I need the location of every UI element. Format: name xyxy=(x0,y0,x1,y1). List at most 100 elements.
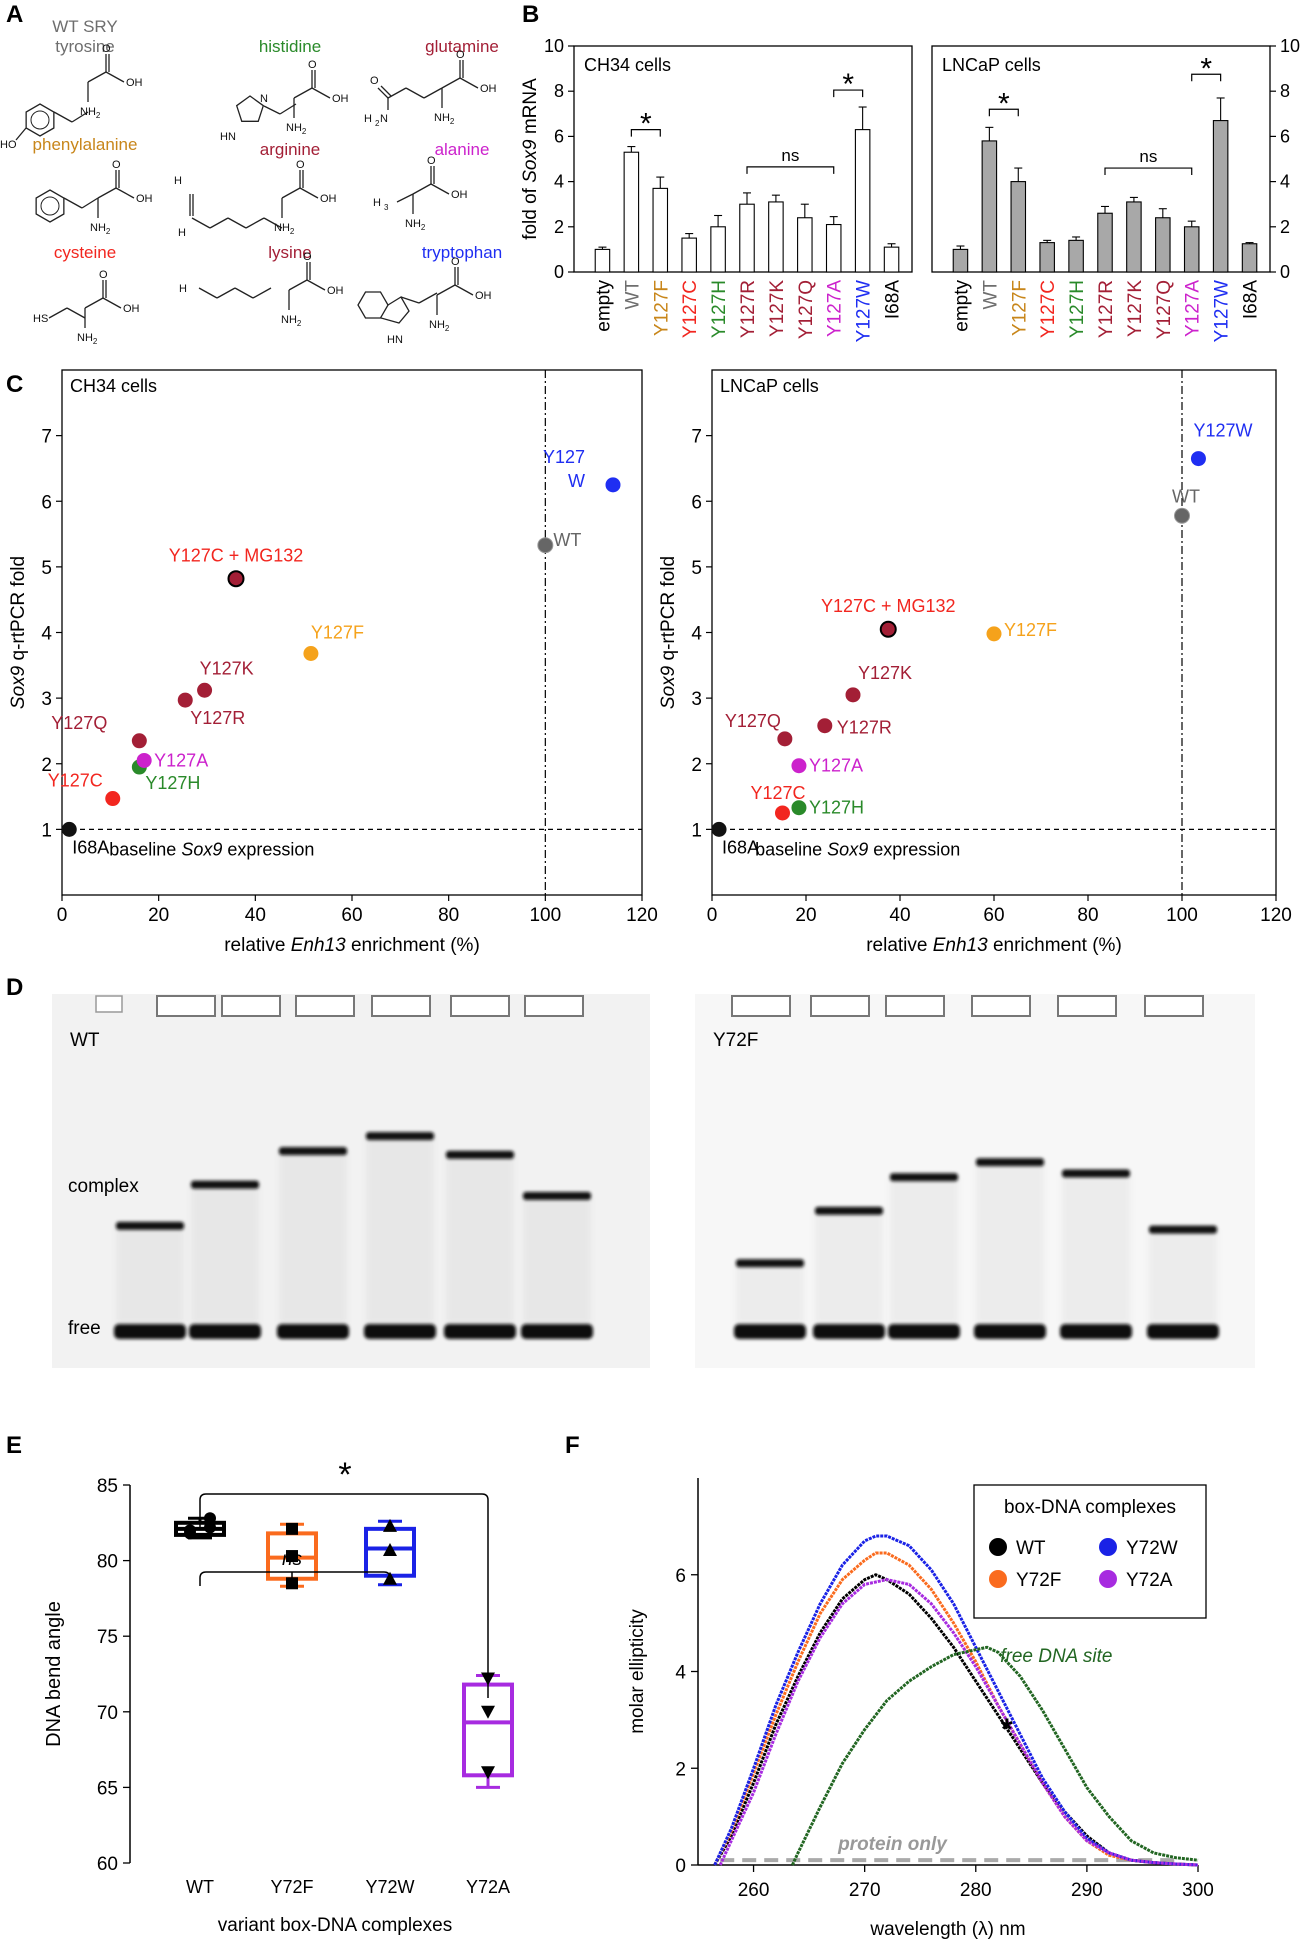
text-span: NH xyxy=(286,122,302,134)
molecule-name-tyr: tyrosine xyxy=(55,37,115,56)
text-span: 2 xyxy=(93,337,98,346)
point-Y127H xyxy=(791,800,807,816)
text-span: Sox9 xyxy=(827,839,868,859)
x-tick-label-empty: empty xyxy=(593,280,614,332)
point-label: Y127C xyxy=(751,783,806,803)
x-tick-label: 80 xyxy=(1077,905,1098,926)
x-tick-label-Y72W: Y72W xyxy=(365,1877,414,1897)
text-span: Sox9 xyxy=(658,665,679,709)
gel-well xyxy=(971,995,1031,1017)
y-tick-label: 6 xyxy=(691,492,702,513)
bond xyxy=(412,183,432,195)
bond xyxy=(311,87,331,99)
text-span: 2 xyxy=(96,111,101,120)
panel-label-d: D xyxy=(6,974,23,1001)
point-I68A xyxy=(61,821,77,837)
free-band xyxy=(1060,1324,1132,1339)
atom-label: HO xyxy=(0,139,17,151)
point-Y127W xyxy=(605,477,621,493)
gel-well xyxy=(95,995,123,1013)
y-tick-label: 4 xyxy=(691,624,702,645)
bond xyxy=(396,193,414,203)
bond xyxy=(48,307,68,319)
x-tick-label-Y127C: Y127C xyxy=(680,280,701,338)
scatter-lncap: LNCaP cells 0 20 40 60 80 100 120 1 2 3 4 5 6 7 relativ… xyxy=(658,369,1292,956)
bar-Y127Q xyxy=(797,217,813,273)
x-tick-label: 20 xyxy=(795,905,816,926)
free-band xyxy=(189,1324,261,1339)
molecule-name-phe: phenylalanine xyxy=(33,135,138,154)
atom-label: NH2 xyxy=(405,218,426,232)
x-tick-label-Y127K: Y127K xyxy=(1125,280,1146,337)
text-span: Sox9 xyxy=(181,839,222,859)
molecule-name-ala: alanine xyxy=(435,140,490,159)
bond xyxy=(454,284,474,296)
bond xyxy=(84,297,104,309)
molecule-name-trp: tryptophan xyxy=(422,243,502,262)
data-point xyxy=(286,1522,298,1535)
x-axis-label: wavelength (λ) nm xyxy=(869,1919,1025,1940)
y-tick-label: 4 xyxy=(1280,172,1290,192)
text-span: NH xyxy=(80,106,96,118)
text-span: fold of xyxy=(520,183,541,240)
data-point xyxy=(204,1521,216,1534)
bond xyxy=(418,292,438,304)
series-Y72A xyxy=(718,1578,1199,1867)
y-tick-label: 3 xyxy=(41,689,52,710)
legend-label-Y72F: Y72F xyxy=(1016,1570,1061,1591)
point-label: Y127F xyxy=(311,623,364,643)
lane-smear xyxy=(815,1210,883,1324)
sig-label: * xyxy=(1200,52,1212,85)
x-tick-label: 280 xyxy=(960,1880,992,1901)
lane-smear xyxy=(446,1154,514,1324)
atom-label: O xyxy=(427,155,436,167)
data-point xyxy=(204,1512,216,1525)
x-tick-label-Y72A: Y72A xyxy=(466,1877,510,1897)
legend-marker xyxy=(1099,1570,1117,1588)
bond xyxy=(216,287,236,299)
point-Y127CMG132 xyxy=(879,620,897,638)
series-free-DNA-site xyxy=(791,1645,1199,1866)
point-WT xyxy=(537,537,554,554)
x-tick-label: 270 xyxy=(849,1880,881,1901)
legend-label-Y72W: Y72W xyxy=(1126,1538,1178,1559)
point-Y127K xyxy=(845,687,861,703)
gel-label: WT xyxy=(70,1030,100,1051)
point-Y127R xyxy=(177,692,193,708)
molecule-name-arg: arginine xyxy=(260,140,321,159)
cd-spectra-chart: 0 2 4 6 260 270 280 290 300 molar ellipticity wave… xyxy=(627,1478,1214,1940)
free-band-label: free xyxy=(68,1318,101,1339)
y-tick-label: 6 xyxy=(1280,126,1290,146)
sig-bracket xyxy=(630,129,661,137)
x-axis-label: relative Enh13 enrichment (%) xyxy=(224,935,480,956)
wt-sry-label: WT SRY xyxy=(52,17,118,36)
panel-e: E 60 65 70 75 80 85 DNA bend angle variant box-… xyxy=(6,1432,514,1936)
point-Y127C xyxy=(775,805,790,821)
text-span: baseline xyxy=(755,839,827,859)
x-tick-label-Y127Q: Y127Q xyxy=(796,280,817,339)
point-label: Y127K xyxy=(200,658,254,678)
y-tick-label: 10 xyxy=(1280,36,1300,56)
molecule-name-his: histidine xyxy=(259,37,321,56)
x-tick-label-Y72F: Y72F xyxy=(270,1877,313,1897)
bond xyxy=(191,217,211,229)
bar-Y127W xyxy=(854,129,871,273)
bar-Y127H xyxy=(710,226,726,273)
panel-a: A WT SRY tyrosineHOOHONH2histidineNHNOHO… xyxy=(0,1,502,346)
atom-label: O xyxy=(370,75,379,87)
text-span: 2 xyxy=(290,227,295,236)
y-tick-label: 80 xyxy=(97,1552,118,1573)
lane-smear xyxy=(736,1263,804,1324)
point-Y127F xyxy=(986,626,1002,642)
sig-star: * xyxy=(338,1456,351,1494)
text-span: 2 xyxy=(106,227,111,236)
data-point xyxy=(286,1550,298,1563)
box-Y72A xyxy=(462,1682,514,1778)
free-band xyxy=(521,1324,593,1339)
text-span: relative xyxy=(224,935,291,956)
atom-label: NH2 xyxy=(429,319,450,333)
x-tick-label-WT: WT xyxy=(622,280,643,310)
text-span: expression xyxy=(222,839,314,859)
bar-WT xyxy=(981,140,998,273)
atom-label: HN xyxy=(220,131,236,143)
